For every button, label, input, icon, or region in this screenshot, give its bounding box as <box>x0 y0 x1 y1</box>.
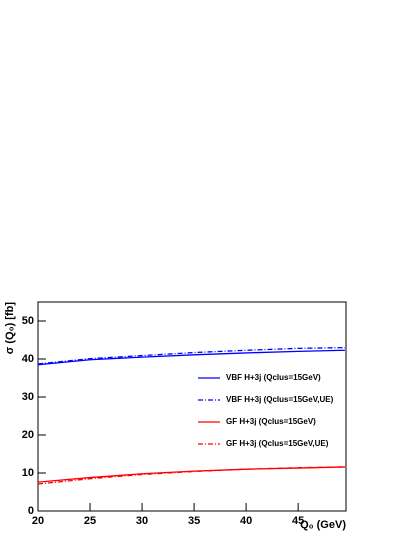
y-tick-label: 40 <box>22 353 34 365</box>
y-tick-label: 20 <box>22 429 34 441</box>
series-line <box>37 466 345 483</box>
legend-label: GF H+3j (Qclus=15GeV) <box>226 417 316 426</box>
legend-label: VBF H+3j (Qclus=15GeV) <box>226 373 321 382</box>
x-tick-label: 45 <box>292 515 304 527</box>
series-line <box>37 346 345 365</box>
series-line <box>37 466 345 485</box>
y-tick-label: 50 <box>22 315 34 327</box>
x-tick-label: 35 <box>188 515 200 527</box>
x-tick-label: 30 <box>136 515 148 527</box>
x-axis-label: Q₀ (GeV) <box>300 519 346 531</box>
legend-label: GF H+3j (Qclus=15GeV,UE) <box>226 439 329 448</box>
y-tick-label: 10 <box>22 467 34 479</box>
x-tick-label: 40 <box>240 515 252 527</box>
x-tick-label: 20 <box>32 515 44 527</box>
plot-frame <box>37 301 347 512</box>
x-tick-label: 25 <box>84 515 96 527</box>
y-axis-label: σ (Q₀) [fb] <box>4 302 16 355</box>
legend-label: VBF H+3j (Qclus=15GeV,UE) <box>226 395 334 404</box>
series-line <box>37 349 345 366</box>
y-tick-label: 0 <box>28 505 34 517</box>
y-tick-label: 30 <box>22 391 34 403</box>
